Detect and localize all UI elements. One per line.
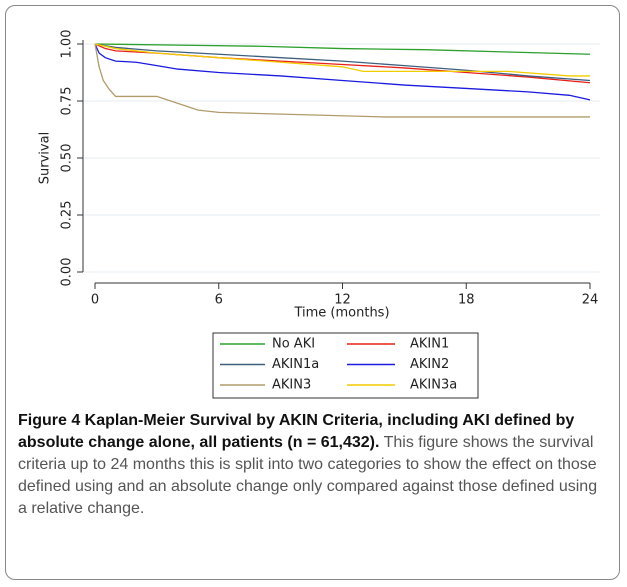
chart: Survival Time (months) 0.00 0.25 0.50 0.75 1… [38, 30, 600, 399]
x-axis-title: Time (months) [293, 306, 389, 321]
y-axis-title: Survival [38, 132, 53, 184]
x-tick-label: 18 [458, 293, 475, 308]
x-tick-label: 0 [91, 293, 99, 308]
caption: Figure 4 Kaplan-Meier Survival by AKIN C… [18, 410, 610, 520]
legend-label: AKIN3a [410, 378, 457, 393]
caption-title: Figure 4 Kaplan-Meier Survival by AKIN C… [18, 412, 575, 451]
x-tick-label: 6 [215, 293, 223, 308]
x-tick-label: 12 [334, 293, 351, 308]
series-line [94, 43, 591, 55]
y-tick-label: 1.00 [60, 30, 75, 59]
legend-label: AKIN2 [410, 357, 449, 372]
y-tick-label: 0.00 [60, 258, 75, 287]
series-line [94, 43, 591, 82]
figure-frame [5, 5, 620, 580]
series-line [94, 43, 591, 101]
legend-label: AKIN3 [272, 378, 311, 393]
series-line [94, 43, 591, 84]
legend-label: AKIN1a [272, 357, 319, 372]
series-line [94, 43, 590, 77]
y-tick-label: 0.25 [60, 201, 75, 230]
legend-label: AKIN1 [410, 337, 449, 352]
caption-text: This figure shows the survival criteria … [18, 434, 598, 517]
x-tick-label: 24 [582, 293, 599, 308]
series-line [94, 43, 590, 118]
y-tick-label: 0.75 [60, 87, 75, 116]
legend-label: No AKI [272, 337, 315, 352]
y-tick-label: 0.50 [60, 144, 75, 173]
